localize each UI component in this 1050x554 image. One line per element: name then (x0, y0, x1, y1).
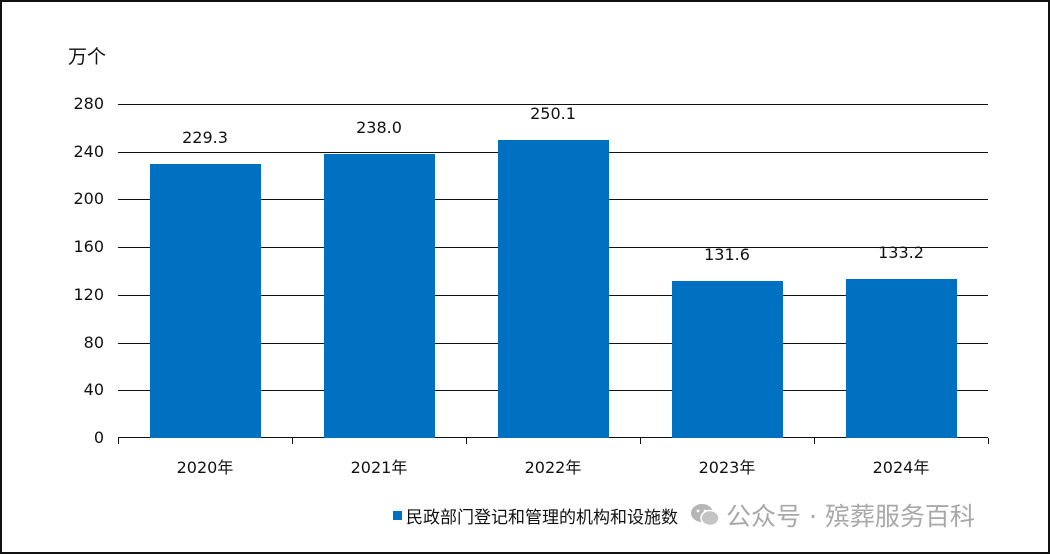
bar-2020年 (149, 164, 261, 438)
y-axis-unit-label: 万个 (68, 46, 107, 68)
x-tick-mark (814, 438, 815, 444)
y-tick-label: 80 (83, 332, 104, 352)
watermark: 公众号 · 殡葬服务百科 (690, 497, 975, 533)
x-tick-mark (292, 438, 293, 444)
legend-swatch (393, 511, 402, 520)
bar-value-label: 131.6 (704, 245, 750, 265)
y-tick-label: 240 (73, 141, 104, 161)
bar-value-label: 133.2 (878, 243, 924, 263)
y-tick-label: 280 (73, 94, 104, 113)
x-tick-mark (640, 438, 641, 444)
bar-2023年 (671, 281, 783, 438)
legend: 民政部门登记和管理的机构和设施数 (393, 503, 678, 528)
y-tick-label: 0 (93, 428, 104, 447)
x-tick-label: 2024年 (872, 458, 930, 477)
x-tick-mark (466, 438, 467, 444)
bar-value-label: 238.0 (356, 118, 402, 138)
bar-value-label: 250.1 (530, 103, 576, 123)
bar-2021年 (323, 154, 435, 438)
y-tick-label: 40 (83, 380, 104, 400)
y-tick-label: 160 (73, 237, 104, 257)
bar-2024年 (845, 279, 957, 438)
bar-2022年 (497, 139, 609, 438)
wechat-icon (690, 503, 720, 527)
x-tick-label: 2022年 (524, 458, 582, 477)
x-tick-mark (988, 438, 989, 444)
legend-label: 民政部门登记和管理的机构和设施数 (406, 508, 678, 528)
x-tick-label: 2023年 (698, 458, 756, 477)
bar-value-label: 229.3 (182, 128, 228, 148)
x-tick-label: 2021年 (350, 458, 408, 477)
watermark-text: 公众号 · 殡葬服务百科 (726, 502, 975, 531)
gridline (118, 104, 988, 105)
x-tick-label: 2020年 (176, 458, 234, 477)
x-tick-mark (118, 438, 119, 444)
y-tick-label: 200 (73, 189, 104, 209)
y-tick-label: 120 (73, 284, 104, 304)
